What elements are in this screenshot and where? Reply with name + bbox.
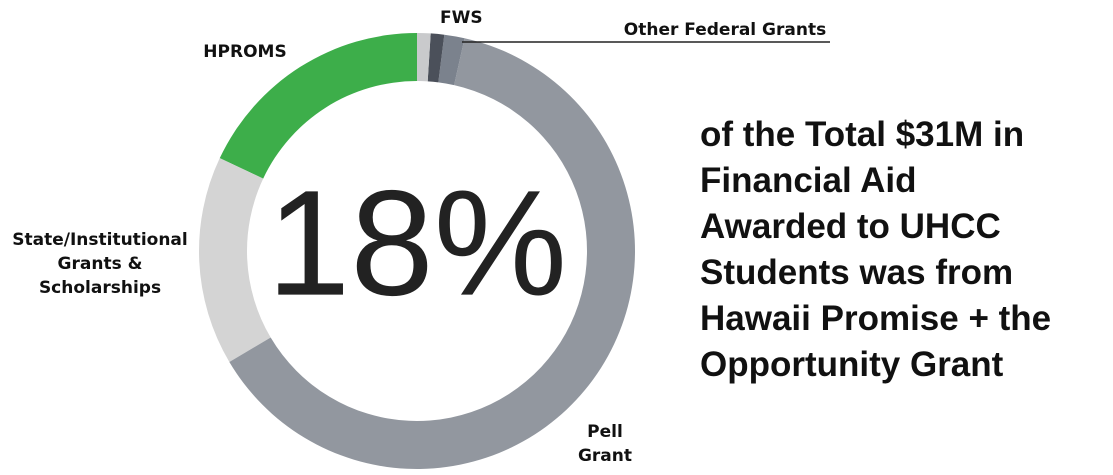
category-label: FWS	[440, 8, 483, 28]
annotation-line: Financial Aid	[700, 161, 917, 200]
annotation-line: Awarded to UHCC	[700, 207, 1001, 246]
category-label: Pell Grant	[577, 422, 633, 466]
category-label: Other Federal Grants	[623, 20, 827, 40]
donut-segment	[198, 158, 271, 362]
donut-segment	[427, 33, 445, 83]
annotation: of the Total $31M in Financial Aid Awarded…	[700, 112, 1051, 388]
donut-segment	[438, 34, 465, 86]
category-label: HPROMS	[203, 42, 287, 62]
donut-segment	[417, 33, 431, 82]
annotation-line: of the Total $31M in	[700, 115, 1025, 154]
annotation-line: Opportunity Grant	[700, 345, 1004, 384]
donut-segment	[219, 33, 417, 179]
annotation-line: Students was from	[700, 253, 1014, 292]
annotation-line: Hawaii Promise + the	[700, 299, 1052, 338]
category-label: State/Institutional Grants & Scholarship…	[12, 230, 188, 298]
center-label: 18%	[267, 159, 567, 327]
